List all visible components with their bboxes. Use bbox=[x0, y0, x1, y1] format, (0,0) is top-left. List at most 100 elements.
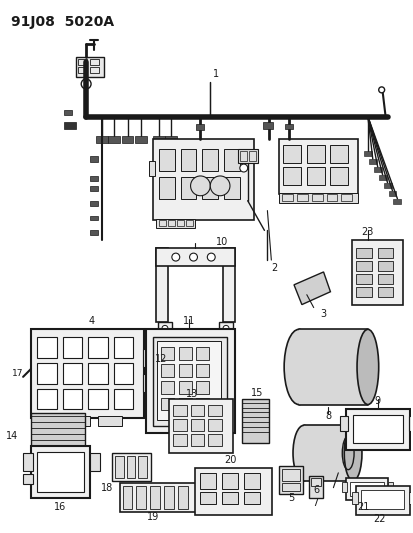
Circle shape bbox=[81, 79, 91, 89]
Bar bbox=[172, 419, 186, 431]
Bar bbox=[98, 416, 121, 426]
Bar bbox=[221, 491, 237, 504]
Bar bbox=[76, 57, 104, 77]
Bar bbox=[159, 149, 174, 171]
Bar bbox=[159, 177, 174, 199]
Bar bbox=[90, 215, 98, 221]
Text: 91J08  5020A: 91J08 5020A bbox=[11, 14, 114, 29]
Bar bbox=[196, 381, 209, 394]
Bar bbox=[31, 446, 90, 498]
Bar bbox=[88, 389, 107, 409]
Bar bbox=[90, 59, 99, 65]
Bar bbox=[143, 374, 153, 392]
Bar bbox=[23, 474, 33, 484]
Bar bbox=[37, 389, 57, 409]
Bar bbox=[223, 248, 234, 322]
Bar bbox=[263, 122, 273, 130]
Bar bbox=[196, 125, 204, 131]
Bar bbox=[196, 347, 209, 360]
Bar bbox=[306, 167, 324, 185]
Bar bbox=[112, 453, 151, 481]
Bar bbox=[200, 491, 216, 504]
Bar bbox=[355, 287, 371, 297]
Bar bbox=[310, 478, 320, 486]
Circle shape bbox=[171, 253, 179, 261]
Text: 14: 14 bbox=[6, 431, 18, 441]
Bar bbox=[107, 136, 119, 143]
Bar bbox=[88, 337, 107, 358]
Bar bbox=[153, 139, 253, 221]
Ellipse shape bbox=[283, 329, 313, 405]
Bar bbox=[126, 456, 135, 478]
Bar bbox=[150, 486, 160, 510]
Bar bbox=[178, 398, 191, 410]
Bar bbox=[282, 194, 292, 201]
Bar bbox=[363, 151, 371, 156]
Bar bbox=[355, 274, 371, 284]
Bar bbox=[278, 193, 357, 203]
Text: 3: 3 bbox=[320, 310, 326, 319]
Bar bbox=[78, 59, 87, 65]
Bar bbox=[387, 482, 392, 491]
Bar bbox=[90, 176, 98, 181]
Circle shape bbox=[207, 253, 215, 261]
Text: 6: 6 bbox=[313, 484, 319, 495]
Bar bbox=[352, 415, 402, 443]
Bar bbox=[114, 389, 133, 409]
Bar bbox=[185, 221, 192, 227]
Bar bbox=[35, 416, 58, 426]
Bar bbox=[378, 175, 386, 180]
Bar bbox=[196, 398, 209, 410]
Bar bbox=[176, 221, 183, 227]
Bar bbox=[180, 177, 196, 199]
Bar bbox=[114, 337, 133, 358]
Text: 1: 1 bbox=[213, 69, 219, 79]
Bar bbox=[119, 483, 196, 512]
Bar bbox=[237, 149, 257, 163]
Bar bbox=[156, 248, 168, 322]
Bar bbox=[23, 453, 33, 471]
Ellipse shape bbox=[292, 425, 314, 481]
Text: 22: 22 bbox=[373, 514, 385, 524]
Bar bbox=[190, 434, 204, 446]
Text: 7: 7 bbox=[312, 497, 318, 507]
Bar bbox=[360, 490, 404, 510]
Bar bbox=[96, 136, 107, 143]
Bar bbox=[355, 261, 371, 271]
Bar bbox=[208, 434, 221, 446]
Bar bbox=[90, 186, 98, 191]
Bar bbox=[159, 221, 166, 227]
Circle shape bbox=[378, 87, 384, 93]
Bar bbox=[278, 466, 302, 494]
Bar bbox=[330, 167, 347, 185]
Bar bbox=[221, 473, 237, 489]
Bar bbox=[31, 414, 85, 455]
Bar bbox=[158, 322, 171, 334]
Bar bbox=[282, 483, 299, 491]
Bar bbox=[195, 468, 272, 515]
Circle shape bbox=[190, 176, 210, 196]
Bar bbox=[248, 151, 255, 161]
Bar bbox=[156, 248, 234, 266]
Bar bbox=[355, 486, 409, 515]
Bar bbox=[326, 194, 337, 201]
Ellipse shape bbox=[343, 425, 361, 481]
Text: 9: 9 bbox=[374, 395, 380, 406]
Bar bbox=[196, 364, 209, 377]
Text: 10: 10 bbox=[216, 237, 228, 247]
Text: 2: 2 bbox=[271, 263, 277, 273]
Bar bbox=[340, 194, 351, 201]
Bar bbox=[351, 240, 402, 304]
Bar bbox=[282, 146, 300, 163]
Circle shape bbox=[161, 325, 168, 332]
Bar bbox=[64, 122, 76, 130]
Bar bbox=[243, 473, 259, 489]
Bar bbox=[178, 364, 191, 377]
Bar bbox=[383, 183, 391, 188]
Bar bbox=[62, 389, 82, 409]
Circle shape bbox=[239, 164, 247, 172]
Bar bbox=[161, 381, 173, 394]
Text: 18: 18 bbox=[100, 483, 113, 492]
Text: 17: 17 bbox=[12, 369, 24, 378]
Bar bbox=[37, 337, 57, 358]
